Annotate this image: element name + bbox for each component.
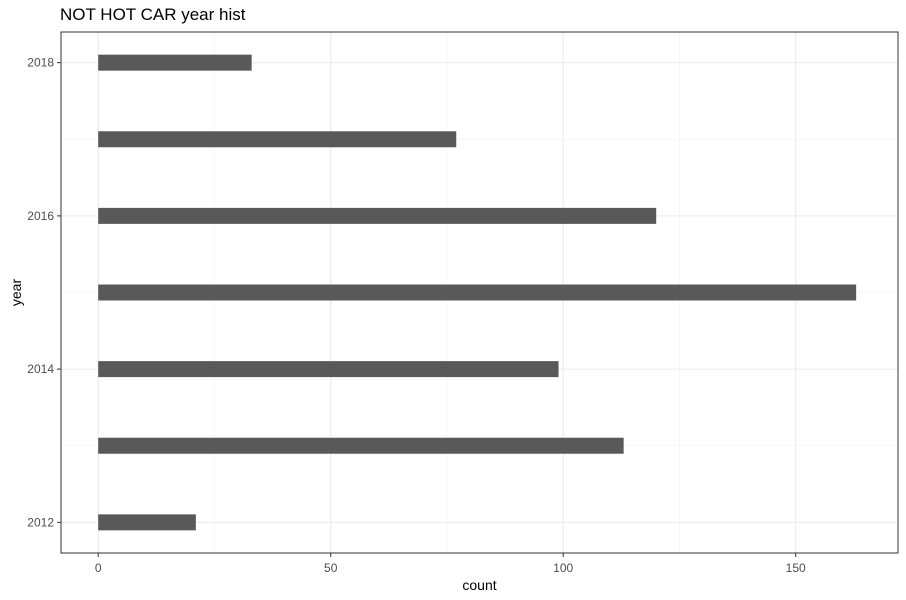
x-axis-label: count xyxy=(462,577,496,593)
bar-2018 xyxy=(98,54,252,71)
chart-title: NOT HOT CAR year hist xyxy=(60,5,246,24)
bar-2017 xyxy=(98,131,457,148)
y-axis: 2012 2014 2016 2018 xyxy=(27,56,61,529)
y-tick-label: 2014 xyxy=(27,362,54,376)
x-tick-label: 0 xyxy=(95,561,102,575)
x-tick-label: 50 xyxy=(324,561,338,575)
y-tick-label: 2016 xyxy=(27,209,54,223)
x-axis: 0 50 100 150 xyxy=(95,553,806,575)
bar-2015 xyxy=(98,284,857,301)
x-tick-label: 100 xyxy=(553,561,573,575)
bar-2016 xyxy=(98,207,657,224)
bar-2012 xyxy=(98,514,196,531)
x-tick-label: 150 xyxy=(786,561,806,575)
bar-2014 xyxy=(98,361,559,378)
y-tick-label: 2018 xyxy=(27,56,54,70)
bar-2013 xyxy=(98,437,624,454)
panel-border xyxy=(60,31,899,554)
bars xyxy=(98,54,857,531)
y-axis-label: year xyxy=(8,279,24,307)
y-tick-label: 2012 xyxy=(27,515,54,529)
